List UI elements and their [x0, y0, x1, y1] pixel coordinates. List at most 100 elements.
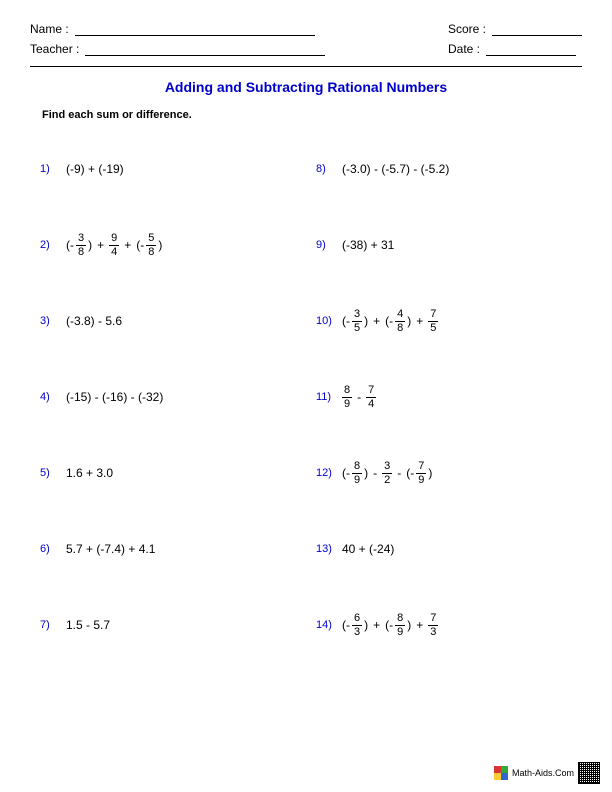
operator: + [413, 314, 426, 328]
denominator: 8 [78, 246, 84, 258]
expr-text: ) [364, 466, 368, 480]
expression: (-9) + (-19) [66, 162, 124, 176]
problem-number: 1) [40, 163, 66, 175]
score-label: Score : [448, 22, 486, 36]
problem: 9)(-38) + 31 [306, 207, 582, 283]
expr-text: (- [406, 466, 414, 480]
operator: + [413, 618, 426, 632]
right-column: 8)(-3.0) - (-5.7) - (-5.2)9)(-38) + 3110… [306, 131, 582, 663]
numerator: 7 [428, 613, 438, 626]
denominator: 9 [418, 474, 424, 486]
expr-text: ) [364, 314, 368, 328]
fraction: 79 [416, 461, 426, 486]
fraction: 74 [366, 385, 376, 410]
fraction: 89 [352, 461, 362, 486]
problem: 6)5.7 + (-7.4) + 4.1 [30, 511, 306, 587]
expr-text: 5.7 + (-7.4) + 4.1 [66, 542, 155, 556]
operator: + [370, 314, 383, 328]
operator: + [370, 618, 383, 632]
logo-icon [494, 766, 508, 780]
problem: 13)40 + (-24) [306, 511, 582, 587]
denominator: 2 [384, 474, 390, 486]
expression: (-63 )+(-89 )+73 [342, 613, 438, 638]
fraction: 75 [428, 309, 438, 334]
qr-code-icon [578, 762, 600, 784]
fraction: 32 [382, 461, 392, 486]
operator: - [354, 390, 364, 404]
denominator: 9 [354, 474, 360, 486]
numerator: 8 [395, 613, 405, 626]
fraction: 94 [109, 233, 119, 258]
denominator: 4 [368, 398, 374, 410]
denominator: 3 [430, 626, 436, 638]
numerator: 7 [366, 385, 376, 398]
problem: 12)(-89 )-32-(-79 ) [306, 435, 582, 511]
problem-number: 3) [40, 315, 66, 327]
teacher-label: Teacher : [30, 42, 79, 56]
problem: 10)(-35 )+(-48 )+75 [306, 283, 582, 359]
problem-number: 10) [316, 315, 342, 327]
problem: 14)(-63 )+(-89 )+73 [306, 587, 582, 663]
problem-number: 14) [316, 619, 342, 631]
problem-number: 11) [316, 391, 342, 403]
fraction: 58 [146, 233, 156, 258]
expr-text: (- [385, 618, 393, 632]
score-field: Score : [448, 22, 582, 36]
name-blank[interactable] [75, 22, 315, 36]
expression: (-3.0) - (-5.7) - (-5.2) [342, 162, 449, 176]
numerator: 3 [382, 461, 392, 474]
expr-text: (-9) + (-19) [66, 162, 124, 176]
date-blank[interactable] [486, 42, 576, 56]
expression: (-3.8) - 5.6 [66, 314, 122, 328]
numerator: 5 [146, 233, 156, 246]
fraction: 48 [395, 309, 405, 334]
name-field: Name : [30, 22, 325, 36]
expression: (-89 )-32-(-79 ) [342, 461, 432, 486]
denominator: 9 [397, 626, 403, 638]
name-label: Name : [30, 22, 69, 36]
problem-number: 6) [40, 543, 66, 555]
numerator: 9 [109, 233, 119, 246]
teacher-blank[interactable] [85, 42, 325, 56]
expr-text: ) [428, 466, 432, 480]
date-field: Date : [448, 42, 582, 56]
problem-number: 5) [40, 467, 66, 479]
fraction: 89 [395, 613, 405, 638]
fraction: 63 [352, 613, 362, 638]
footer: Math-Aids.Com [494, 762, 600, 784]
numerator: 7 [428, 309, 438, 322]
expr-text: (-3.0) - (-5.7) - (-5.2) [342, 162, 449, 176]
operator: - [370, 466, 380, 480]
problem-number: 13) [316, 543, 342, 555]
operator: + [94, 238, 107, 252]
problem-number: 9) [316, 239, 342, 251]
problem-number: 4) [40, 391, 66, 403]
date-label: Date : [448, 42, 480, 56]
operator: + [121, 238, 134, 252]
problem: 3)(-3.8) - 5.6 [30, 283, 306, 359]
score-blank[interactable] [492, 22, 582, 36]
expr-text: ) [158, 238, 162, 252]
expression: (-15) - (-16) - (-32) [66, 390, 163, 404]
site-credit: Math-Aids.Com [512, 768, 574, 778]
problem: 11)89-74 [306, 359, 582, 435]
header-rule [30, 66, 582, 67]
operator: - [394, 466, 404, 480]
denominator: 8 [148, 246, 154, 258]
expression: 1.6 + 3.0 [66, 466, 113, 480]
expr-text: ) [407, 314, 411, 328]
expr-text: ) [88, 238, 92, 252]
problem: 2)(-38 )+94+(-58 ) [30, 207, 306, 283]
expr-text: ) [407, 618, 411, 632]
expression: 89-74 [342, 385, 376, 410]
denominator: 3 [354, 626, 360, 638]
denominator: 5 [354, 322, 360, 334]
instructions: Find each sum or difference. [42, 109, 582, 121]
fraction: 35 [352, 309, 362, 334]
expr-text: 40 + (-24) [342, 542, 394, 556]
problem-columns: 1)(-9) + (-19)2)(-38 )+94+(-58 )3)(-3.8)… [30, 131, 582, 663]
denominator: 5 [430, 322, 436, 334]
problem-number: 8) [316, 163, 342, 175]
expr-text: (-3.8) - 5.6 [66, 314, 122, 328]
numerator: 7 [416, 461, 426, 474]
